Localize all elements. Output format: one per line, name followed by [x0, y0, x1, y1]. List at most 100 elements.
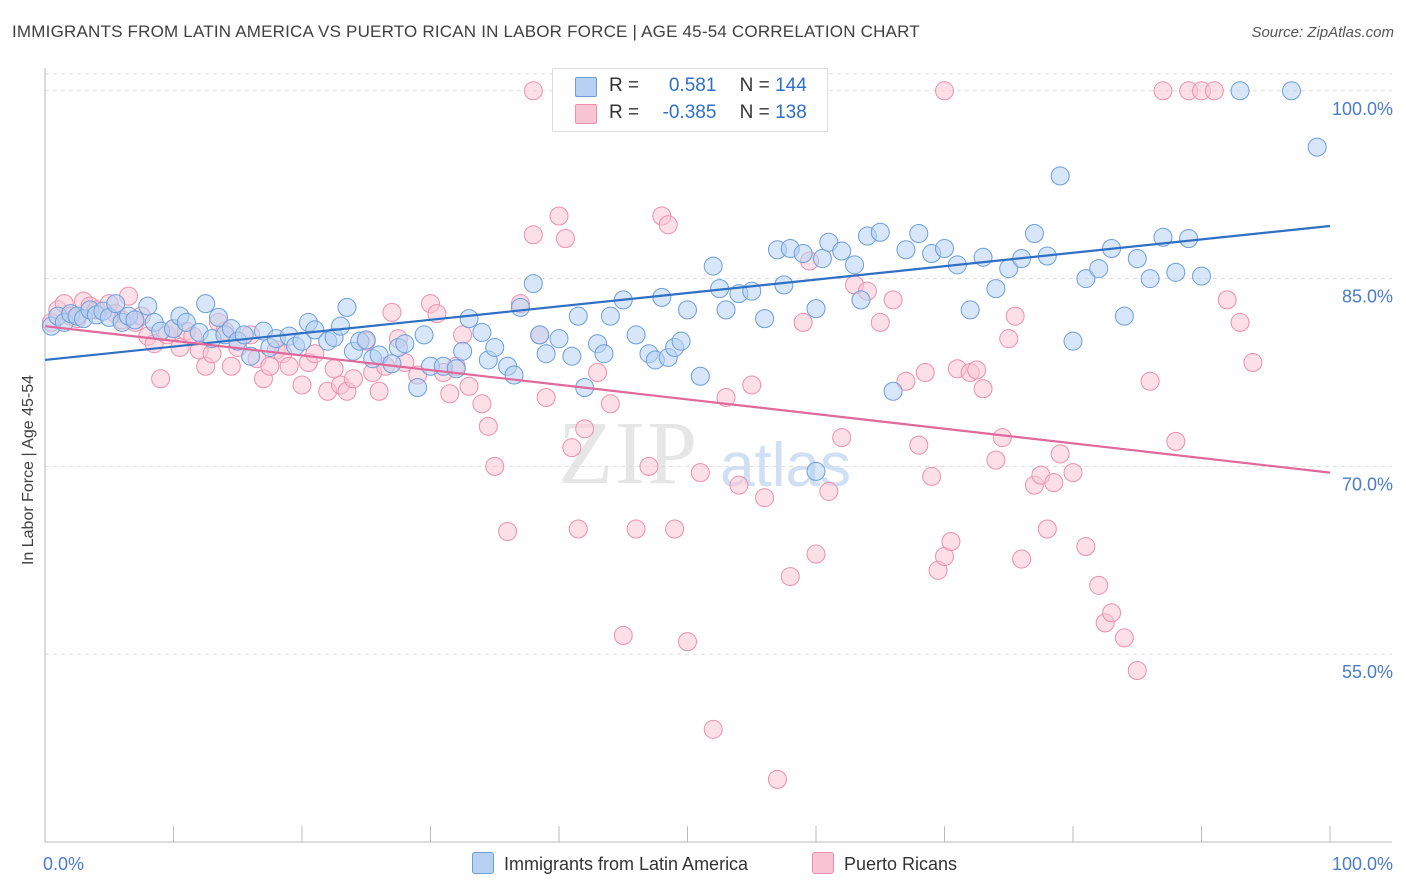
bottom-legend-label: Immigrants from Latin America [504, 854, 749, 874]
legend-r-value: -0.385 [662, 102, 717, 123]
legend-swatch-blue [575, 77, 597, 97]
point-puerto-ricans [1140, 371, 1160, 391]
point-puerto-ricans [716, 388, 736, 408]
series-latin-america [41, 81, 1327, 481]
point-latin-america [806, 299, 826, 319]
point-puerto-ricans [973, 379, 993, 399]
point-puerto-ricans [678, 632, 697, 652]
point-puerto-ricans [369, 381, 389, 401]
point-latin-america [851, 290, 871, 310]
point-puerto-ricans [658, 215, 678, 235]
point-puerto-ricans [260, 356, 280, 376]
point-puerto-ricans [1012, 549, 1032, 569]
point-puerto-ricans [1005, 306, 1025, 326]
point-latin-america [414, 325, 434, 345]
y-tick-label: 70.0% [1342, 474, 1393, 494]
point-latin-america [1230, 81, 1250, 101]
point-puerto-ricans [292, 375, 312, 395]
point-puerto-ricans [922, 466, 942, 486]
point-latin-america [870, 222, 890, 242]
chart-title: IMMIGRANTS FROM LATIN AMERICA VS PUERTO … [12, 22, 920, 41]
point-puerto-ricans [729, 475, 749, 495]
source-label: Source: ZipAtlas.com [1251, 24, 1394, 41]
point-latin-america [594, 344, 614, 364]
point-puerto-ricans [1217, 290, 1237, 310]
point-latin-america [106, 294, 126, 314]
point-puerto-ricans [780, 567, 800, 587]
point-latin-america [935, 239, 954, 259]
point-puerto-ricans [883, 290, 903, 310]
point-latin-america [883, 381, 903, 401]
legend-n-value: 144 [775, 75, 807, 96]
legend-swatch-pink [575, 104, 597, 124]
point-latin-america [234, 325, 254, 345]
point-latin-america [1166, 262, 1186, 282]
x-tick-label-min: 0.0% [43, 854, 84, 874]
point-puerto-ricans [665, 519, 685, 539]
bottom-legend-swatch-blue [472, 852, 494, 874]
trend-lines [44, 224, 1331, 474]
point-latin-america [241, 346, 261, 366]
point-puerto-ricans [459, 376, 479, 396]
point-puerto-ricans [382, 302, 402, 322]
point-latin-america [523, 274, 543, 294]
point-latin-america [755, 309, 775, 329]
trend-line-puerto-ricans [44, 325, 1331, 474]
point-latin-america [331, 316, 351, 336]
point-latin-america [176, 312, 196, 332]
point-puerto-ricans [562, 438, 582, 458]
point-latin-america [896, 240, 916, 260]
point-latin-america [446, 359, 466, 379]
point-latin-america [1179, 229, 1199, 249]
bottom-legend-latin-america: Immigrants from Latin America [472, 852, 748, 875]
point-latin-america [678, 300, 697, 320]
point-latin-america [356, 330, 376, 350]
point-puerto-ricans [549, 206, 569, 226]
point-puerto-ricans [1114, 628, 1134, 648]
point-puerto-ricans [523, 81, 543, 101]
point-puerto-ricans [568, 519, 588, 539]
bottom-legend-swatch-pink [812, 852, 834, 874]
bottom-legend-puerto-ricans: Puerto Ricans [812, 852, 957, 875]
point-puerto-ricans [806, 544, 826, 564]
point-latin-america [909, 224, 929, 244]
point-latin-america [986, 279, 1006, 299]
point-puerto-ricans [992, 428, 1012, 448]
legend-n-value: 138 [775, 102, 807, 123]
point-puerto-ricans [472, 394, 492, 414]
point-puerto-ricans [1050, 444, 1070, 464]
point-latin-america [1089, 259, 1109, 279]
legend-r-label: R = [609, 102, 640, 123]
point-latin-america [138, 296, 158, 316]
point-puerto-ricans [967, 360, 987, 380]
x-tick-label-max: 100.0% [1332, 854, 1393, 874]
point-latin-america [1307, 137, 1327, 157]
point-puerto-ricans [870, 312, 890, 332]
tick-labels: 55.0% 70.0% 85.0% 100.0% 0.0% 100.0% [43, 99, 1393, 874]
point-puerto-ricans [1089, 575, 1109, 595]
point-puerto-ricans [1127, 660, 1147, 680]
point-latin-america [1076, 269, 1096, 289]
point-puerto-ricans [1063, 463, 1083, 483]
point-puerto-ricans [440, 384, 460, 404]
point-latin-america [510, 297, 530, 317]
point-puerto-ricans [767, 769, 787, 789]
point-latin-america [1063, 331, 1083, 351]
legend-r-label: R = [609, 75, 640, 96]
legend-n-label: N = [739, 102, 770, 123]
point-puerto-ricans [793, 312, 813, 332]
point-latin-america [1114, 306, 1134, 326]
point-latin-america [690, 366, 710, 386]
point-puerto-ricans [755, 488, 775, 508]
point-puerto-ricans [324, 359, 344, 379]
point-puerto-ricans [279, 356, 299, 376]
legend-r-value: 0.581 [668, 75, 717, 96]
y-axis-label: In Labor Force | Age 45-54 [20, 374, 37, 566]
point-puerto-ricans [536, 388, 556, 408]
point-latin-america [208, 307, 228, 327]
point-puerto-ricans [909, 435, 929, 455]
point-puerto-ricans [935, 81, 954, 101]
point-latin-america [1127, 249, 1147, 269]
point-latin-america [125, 310, 145, 330]
